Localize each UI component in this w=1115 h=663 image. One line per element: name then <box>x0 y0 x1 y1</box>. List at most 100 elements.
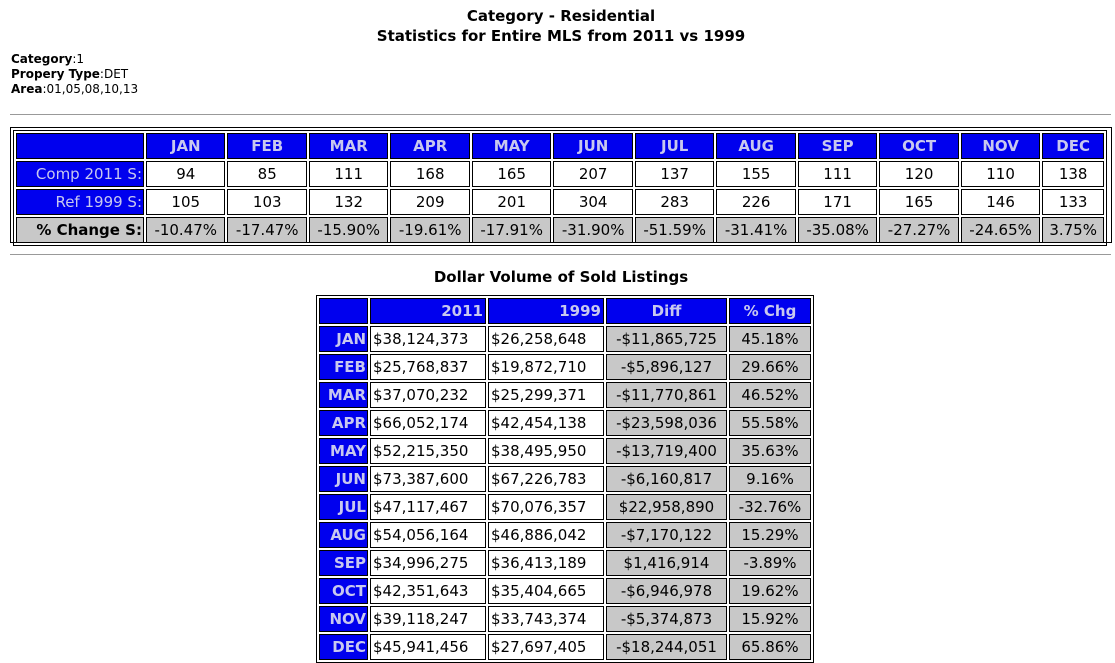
month-label: JUN <box>319 466 368 492</box>
table-row: FEB $25,768,837 $19,872,710 -$5,896,127 29.6… <box>319 354 811 380</box>
value-1999: $46,886,042 <box>488 522 604 548</box>
value-pct-change: 35.63% <box>729 438 811 464</box>
table-row: OCT $42,351,643 $35,404,665 -$6,946,978 19.6… <box>319 578 811 604</box>
stat-value: 110 <box>960 161 1041 187</box>
stat-value: 138 <box>1042 161 1104 187</box>
table-row: SEP $34,996,275 $36,413,189 $1,416,914 -3.89… <box>319 550 811 576</box>
value-2011: $54,056,164 <box>370 522 486 548</box>
stat-value: -19.61% <box>390 217 470 243</box>
month-label: DEC <box>319 634 368 660</box>
month-label: MAY <box>319 438 368 464</box>
stat-value: -10.47% <box>146 217 226 243</box>
value-2011: $34,996,275 <box>370 550 486 576</box>
value-1999: $36,413,189 <box>488 550 604 576</box>
report-meta: Category:1 Propery Type:DET Area:01,05,0… <box>11 52 138 97</box>
row-label: Comp 2011 S: <box>16 161 144 187</box>
month-header: SEP <box>797 133 878 159</box>
value-diff: -$5,896,127 <box>606 354 727 380</box>
stat-value: 165 <box>879 189 959 215</box>
month-label: JAN <box>319 326 368 352</box>
value-1999: $70,076,357 <box>488 494 604 520</box>
value-pct-change: 9.16% <box>729 466 811 492</box>
meta-value: DET <box>103 67 129 81</box>
stat-value: 137 <box>634 161 715 187</box>
table-row: NOV $39,118,247 $33,743,374 -$5,374,873 15.9… <box>319 606 811 632</box>
stat-value: -27.27% <box>879 217 959 243</box>
stat-value: 120 <box>879 161 959 187</box>
month-label: JUL <box>319 494 368 520</box>
month-label: APR <box>319 410 368 436</box>
value-pct-change: -32.76% <box>729 494 811 520</box>
value-1999: $19,872,710 <box>488 354 604 380</box>
value-2011: $38,124,373 <box>370 326 486 352</box>
value-diff: -$11,770,861 <box>606 382 727 408</box>
dollar-volume-table: 2011 1999 Diff% Chg JAN $38,124,373 $26,258,6… <box>316 295 814 663</box>
month-label: NOV <box>319 606 368 632</box>
stat-value: 283 <box>634 189 715 215</box>
header-corner <box>16 133 144 159</box>
value-1999: $25,299,371 <box>488 382 604 408</box>
value-2011: $39,118,247 <box>370 606 486 632</box>
value-diff: -$5,374,873 <box>606 606 727 632</box>
table-row: MAR $37,070,232 $25,299,371 -$11,770,861 46.… <box>319 382 811 408</box>
divider <box>10 114 1111 115</box>
stat-value: -17.91% <box>471 217 552 243</box>
value-1999: $42,454,138 <box>488 410 604 436</box>
meta-area: Area:01,05,08,10,13 <box>11 82 139 96</box>
month-label: FEB <box>319 354 368 380</box>
meta-label: Area <box>11 82 43 96</box>
stat-value: 168 <box>390 161 470 187</box>
stat-value: 155 <box>716 161 796 187</box>
month-header: APR <box>390 133 470 159</box>
value-2011: $47,117,467 <box>370 494 486 520</box>
table-row: APR $66,052,174 $42,454,138 -$23,598,036 55.… <box>319 410 811 436</box>
value-diff: -$18,244,051 <box>606 634 727 660</box>
value-1999: $33,743,374 <box>488 606 604 632</box>
month-label: SEP <box>319 550 368 576</box>
value-1999: $67,226,783 <box>488 466 604 492</box>
stat-value: 165 <box>471 161 552 187</box>
monthly-stats-table: JAN FEB MAR APR MAY JUN JUL AUG SEP OCT NOV DEC Comp… <box>13 130 1107 246</box>
table-row: JUL $47,117,467 $70,076,357 $22,958,890 -32.… <box>319 494 811 520</box>
value-pct-change: 15.92% <box>729 606 811 632</box>
stat-value: 105 <box>146 189 226 215</box>
meta-value: 1 <box>76 52 85 66</box>
stat-value: 226 <box>716 189 796 215</box>
value-diff: $22,958,890 <box>606 494 727 520</box>
page-title: Category - Residential <box>466 7 656 25</box>
divider <box>10 254 1111 255</box>
value-2011: $66,052,174 <box>370 410 486 436</box>
header-row: 2011 1999 Diff% Chg <box>319 298 811 324</box>
row-label: Ref 1999 S: <box>16 189 144 215</box>
value-2011: $25,768,837 <box>370 354 486 380</box>
value-2011: $37,070,232 <box>370 382 486 408</box>
stat-value: 209 <box>390 189 470 215</box>
column-header: 1999 <box>488 298 604 324</box>
month-header: FEB <box>227 133 307 159</box>
stat-value: -51.59% <box>634 217 715 243</box>
month-label: MAR <box>319 382 368 408</box>
column-header: % Chg <box>729 298 811 324</box>
stat-value: 304 <box>553 189 633 215</box>
value-diff: -$6,946,978 <box>606 578 727 604</box>
table-row: Ref 1999 S: 105 103 132 209 201 304 283 226 171 16… <box>16 189 1104 215</box>
stat-value: 111 <box>797 161 878 187</box>
stat-value: -31.90% <box>553 217 633 243</box>
stat-value: 201 <box>471 189 552 215</box>
column-header: Diff <box>606 298 727 324</box>
stat-value: -31.41% <box>716 217 796 243</box>
value-pct-change: 19.62% <box>729 578 811 604</box>
value-2011: $73,387,600 <box>370 466 486 492</box>
value-pct-change: 46.52% <box>729 382 811 408</box>
table-row: MAY $52,215,350 $38,495,950 -$13,719,400 35.… <box>319 438 811 464</box>
stat-value: -17.47% <box>227 217 307 243</box>
dollar-volume-title: Dollar Volume of Sold Listings <box>433 268 689 286</box>
stat-value: 146 <box>960 189 1041 215</box>
stat-value: 171 <box>797 189 878 215</box>
page-subtitle: Statistics for Entire MLS from 2011 vs 1… <box>376 27 746 45</box>
table-row: JAN $38,124,373 $26,258,648 -$11,865,725 45.… <box>319 326 811 352</box>
value-pct-change: 55.58% <box>729 410 811 436</box>
value-pct-change: 15.29% <box>729 522 811 548</box>
table-row: % Change S: -10.47% -17.47% -15.90% -19.61% -… <box>16 217 1104 243</box>
stat-value: -15.90% <box>308 217 389 243</box>
